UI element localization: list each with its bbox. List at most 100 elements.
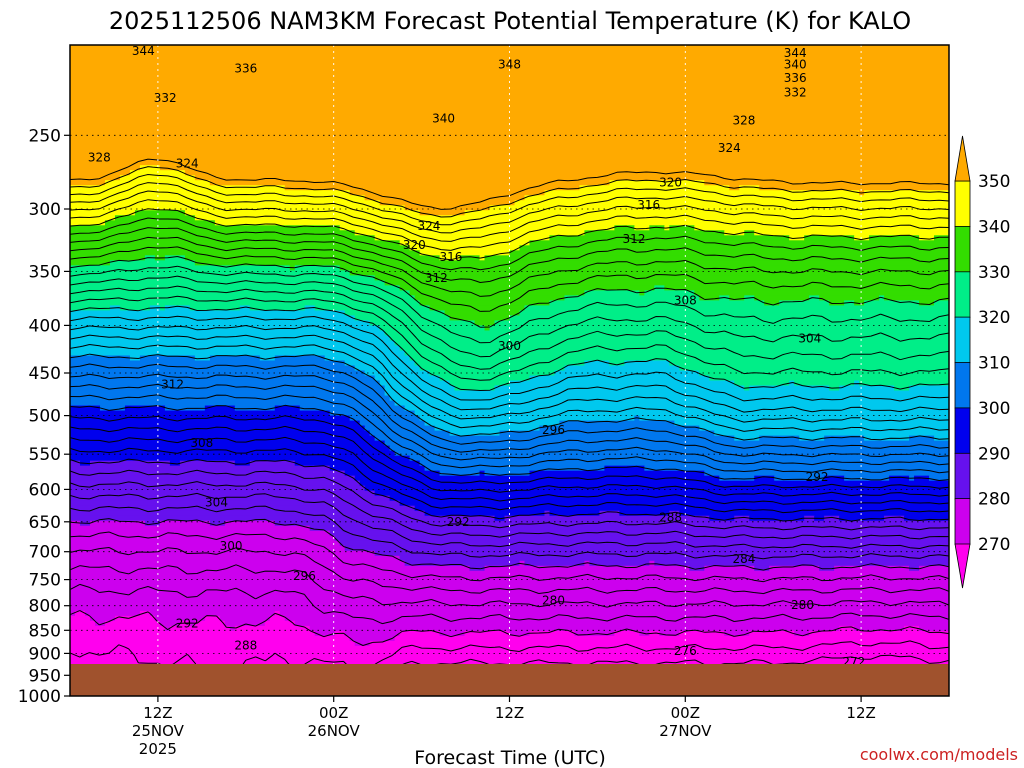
band-cell (194, 620, 226, 627)
band-cell (70, 430, 371, 437)
band-cell (529, 470, 705, 477)
band-cell (70, 130, 949, 136)
credit-link[interactable]: coolwx.com/models (860, 745, 1018, 764)
band-cell (674, 420, 949, 427)
band-cell (204, 405, 236, 412)
band-cell (609, 360, 625, 367)
contour-label: 296 (542, 423, 565, 437)
band-cell (579, 185, 730, 191)
contour-line-352 (70, 158, 949, 210)
band-cell (70, 60, 949, 66)
contour-label: 288 (234, 639, 257, 653)
band-cell (179, 620, 191, 627)
band-cell (694, 290, 949, 296)
x-tick-label: 00Z (671, 704, 700, 722)
band-cell (754, 230, 949, 236)
band-cell (104, 620, 161, 627)
band-cell (70, 235, 376, 241)
band-cell (204, 615, 221, 622)
band-cell (294, 265, 341, 271)
contour-line-350 (70, 166, 949, 218)
band-cell (70, 470, 346, 477)
band-cell (70, 300, 421, 306)
band-cell (819, 295, 880, 301)
band-cell (229, 625, 236, 632)
band-cell (589, 560, 650, 567)
ground-terrain (70, 664, 949, 696)
band-cell (439, 470, 481, 477)
band-cell (284, 185, 581, 191)
contour-label: 292 (447, 515, 470, 529)
band-cell (389, 445, 949, 452)
band-cell (374, 275, 949, 281)
band-cell (70, 350, 406, 357)
band-cell (70, 345, 401, 352)
band-cell (694, 225, 949, 231)
band-cell (799, 435, 825, 442)
band-cell (664, 285, 949, 291)
band-cell (564, 295, 700, 301)
band-cell (70, 380, 381, 387)
contour-line-322 (70, 295, 949, 381)
colorbar-label: 310 (978, 354, 1010, 374)
band-cell (209, 180, 610, 186)
band-cell (70, 265, 291, 271)
contour-label: 324 (176, 156, 199, 170)
band-cell (934, 435, 949, 442)
band-cell (724, 230, 745, 236)
band-cell (884, 515, 905, 522)
band-cell (70, 365, 356, 372)
band-cell (139, 165, 161, 171)
band-cell (344, 360, 416, 367)
band-cell (934, 300, 949, 306)
band-cell (184, 210, 421, 216)
y-tick-label: 900 (29, 644, 61, 664)
band-cell (294, 460, 421, 467)
band-cell (249, 305, 306, 312)
band-cell (619, 510, 670, 517)
band-cell (329, 410, 416, 417)
band-cell (249, 460, 296, 467)
band-cell (704, 565, 755, 572)
colorbar-label: 300 (978, 399, 1010, 419)
x-axis-label: Forecast Time (UTC) (414, 747, 605, 768)
band-cell (359, 480, 949, 487)
band-cell (419, 300, 551, 306)
contour-line-298 (70, 415, 949, 489)
band-cell (70, 195, 366, 201)
contour-line-328 (70, 265, 949, 344)
x-tick-label: 2025 (139, 740, 177, 758)
band-cell (70, 420, 361, 427)
band-cell (70, 255, 146, 261)
band-cell (554, 370, 700, 377)
band-cell (189, 620, 196, 627)
band-cell (384, 440, 949, 447)
band-cell (904, 515, 949, 522)
band-cell (70, 310, 346, 317)
band-cell (644, 290, 695, 296)
band-cell (89, 615, 116, 622)
band-cell (70, 395, 391, 402)
band-cell (649, 225, 665, 231)
band-cell (464, 210, 949, 216)
band-cell (70, 615, 91, 622)
band-cell (454, 385, 496, 392)
band-cell (824, 515, 840, 522)
band-cell (354, 475, 720, 482)
band-cell (634, 225, 650, 231)
band-cell (854, 235, 870, 241)
band-cell (344, 470, 441, 477)
band-cell (509, 380, 735, 387)
band-cell (70, 540, 341, 547)
band-cell (70, 625, 166, 632)
contour-line-332 (70, 246, 949, 312)
contour-line-288 (70, 469, 949, 531)
band-cell (749, 630, 795, 637)
band-cell (759, 435, 800, 442)
band-cell (869, 235, 920, 241)
band-cell (70, 45, 949, 51)
band-cell (529, 630, 576, 637)
